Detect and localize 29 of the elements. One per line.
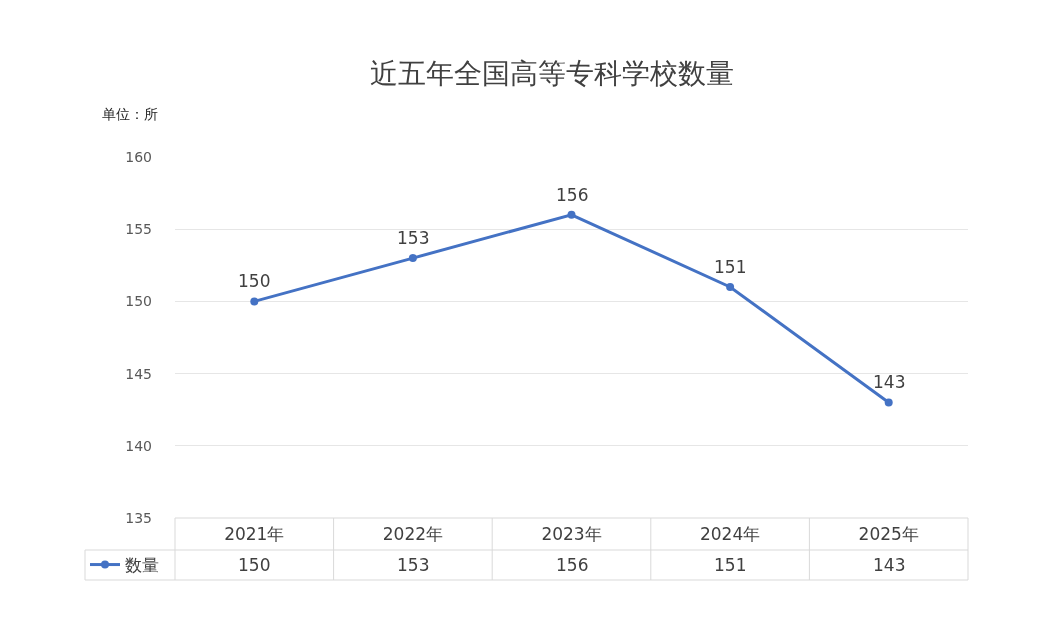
y-tick-label: 155: [125, 221, 152, 238]
annotation: 143: [873, 372, 906, 392]
x-tick-label: 2022年: [382, 524, 444, 544]
annotation: 153: [397, 228, 430, 248]
x-tick-label: 2024年: [699, 524, 761, 544]
data-label: 143: [873, 555, 906, 575]
point: [250, 297, 259, 306]
x-tick-label: 2025年: [858, 524, 919, 544]
data-label: 156: [556, 555, 589, 575]
x-tick-label: 2021年: [224, 524, 285, 544]
y-tick-label: 150: [125, 293, 152, 310]
annotation: 156: [556, 185, 589, 205]
y-tick-label: 145: [125, 365, 152, 382]
text: 单位：所: [102, 106, 158, 122]
point: [884, 398, 893, 407]
data-label: 151: [714, 555, 747, 575]
y-tick-label: 140: [125, 437, 152, 454]
legend-label: 数量: [125, 555, 159, 576]
point: [408, 254, 417, 263]
x-tick-label: 2023年: [541, 524, 602, 544]
annotation: 151: [714, 257, 747, 277]
annotation: 150: [238, 271, 271, 291]
point: [567, 210, 576, 219]
y-tick-label: 135: [125, 509, 152, 526]
data-label: 150: [238, 555, 271, 575]
chart-title: 近五年全国高等专科学校数量: [369, 56, 734, 90]
y-tick-label: 160: [125, 148, 152, 165]
point: [726, 282, 735, 291]
data-label: 153: [397, 555, 430, 575]
